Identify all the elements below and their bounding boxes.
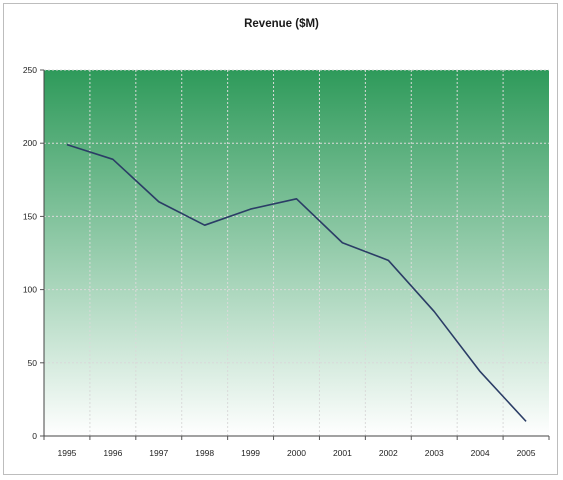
x-tick-label: 2004: [471, 448, 490, 458]
x-tick-label: 1997: [149, 448, 168, 458]
plot-area: [44, 70, 549, 436]
x-tick-label: 1998: [195, 448, 214, 458]
y-tick-label: 100: [23, 285, 37, 295]
x-tick-label: 2005: [517, 448, 536, 458]
x-tick-label: 2001: [333, 448, 352, 458]
x-tick-label: 1995: [57, 448, 76, 458]
y-tick-label: 50: [28, 358, 38, 368]
y-tick-label: 250: [23, 65, 37, 75]
x-tick-label: 2002: [379, 448, 398, 458]
x-tick-label: 1996: [103, 448, 122, 458]
y-tick-label: 200: [23, 138, 37, 148]
x-tick-label: 1999: [241, 448, 260, 458]
y-tick-label: 0: [32, 431, 37, 441]
y-tick-label: 150: [23, 211, 37, 221]
chart-title: Revenue ($M): [244, 18, 319, 30]
x-tick-label: 2000: [287, 448, 306, 458]
x-tick-label: 2003: [425, 448, 444, 458]
